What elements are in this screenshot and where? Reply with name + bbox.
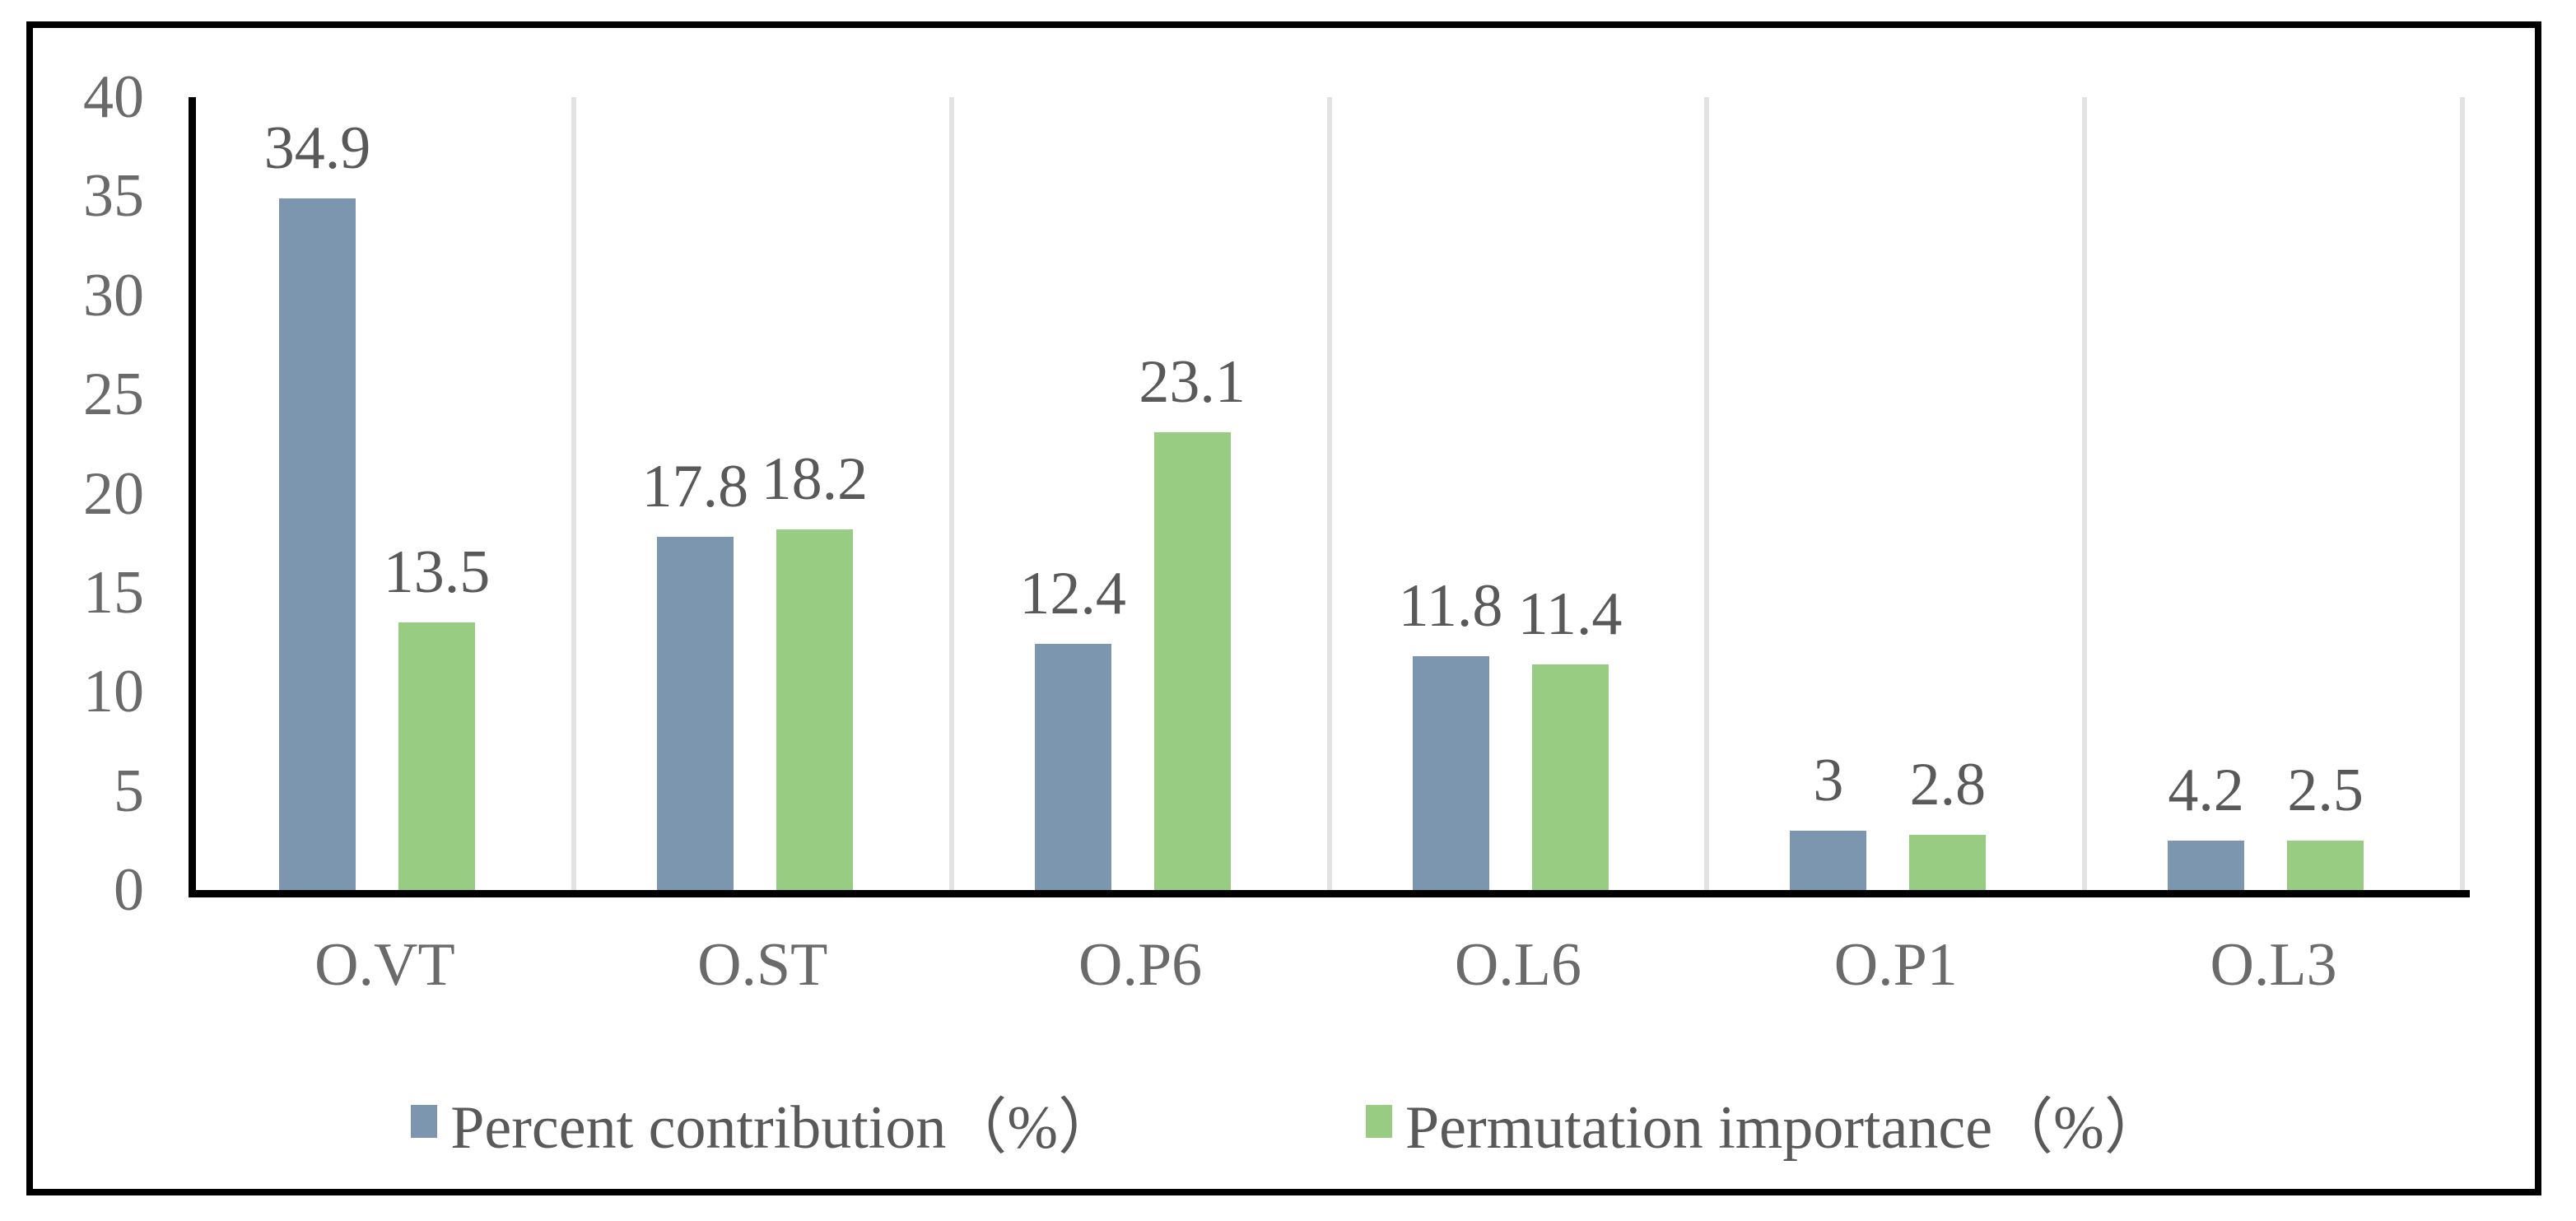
bar-label-permutation-importance-o-p6: 23.1	[1139, 347, 1246, 416]
chart-frame	[26, 21, 2541, 1195]
bar-label-percent-contribution-o-l3: 4.2	[2168, 756, 2244, 824]
bar-label-percent-contribution-o-l6: 11.8	[1398, 571, 1503, 640]
bar-permutation-importance-o-vt	[398, 622, 475, 890]
gridline-3	[1326, 97, 1332, 890]
gridline-1	[571, 97, 576, 890]
bar-label-permutation-importance-o-st: 18.2	[761, 445, 869, 513]
legend-item-percent-contribution: Percent contribution（%）	[411, 1078, 1119, 1166]
legend-label-percent-contribution: Percent contribution（%）	[450, 1093, 1120, 1162]
gridline-4	[1704, 97, 1710, 890]
bar-percent-contribution-o-st	[656, 537, 734, 890]
y-tick-40: 40	[83, 63, 144, 131]
y-tick-25: 25	[83, 361, 144, 429]
bar-label-percent-contribution-o-vt: 34.9	[263, 114, 371, 182]
y-axis-line	[189, 97, 196, 897]
category-label-o-l6: O.L6	[1454, 931, 1581, 999]
bar-label-percent-contribution-o-st: 17.8	[641, 453, 749, 521]
y-tick-20: 20	[83, 459, 144, 528]
y-tick-0: 0	[114, 856, 144, 924]
category-label-o-st: O.ST	[697, 931, 828, 999]
bar-percent-contribution-o-l6	[1412, 655, 1489, 890]
bar-label-permutation-importance-o-p1: 2.8	[1909, 750, 1987, 818]
bar-percent-contribution-o-vt	[279, 198, 356, 890]
legend-label-permutation-importance: Permutation importance（%）	[1405, 1093, 2165, 1162]
y-tick-35: 35	[83, 162, 144, 231]
y-tick-10: 10	[83, 658, 144, 726]
bar-label-percent-contribution-o-p1: 3	[1813, 746, 1844, 814]
legend-marker-permutation-importance	[1366, 1105, 1393, 1138]
bar-label-permutation-importance-o-l3: 2.5	[2287, 756, 2364, 824]
bar-percent-contribution-o-p6	[1034, 644, 1111, 890]
bar-label-permutation-importance-o-vt: 13.5	[383, 538, 491, 606]
legend-marker-percent-contribution	[411, 1105, 438, 1138]
category-label-o-p6: O.P6	[1078, 931, 1203, 999]
category-label-o-vt: O.VT	[314, 931, 455, 999]
bar-percent-contribution-o-l3	[2168, 840, 2245, 890]
gridline-5	[2082, 97, 2088, 890]
bar-percent-contribution-o-p1	[1790, 830, 1867, 890]
bar-permutation-importance-o-st	[776, 529, 853, 890]
x-axis-line	[189, 890, 2470, 897]
bar-label-permutation-importance-o-l6: 11.4	[1517, 580, 1623, 648]
gridline-2	[948, 97, 954, 890]
category-label-o-p1: O.P1	[1833, 931, 1958, 999]
bar-label-percent-contribution-o-p6: 12.4	[1019, 560, 1126, 628]
bar-permutation-importance-o-p1	[1909, 834, 1987, 890]
legend: Percent contribution（%） Permutation impo…	[0, 1084, 2576, 1162]
bar-permutation-importance-o-l6	[1531, 664, 1609, 890]
category-label-o-l3: O.L3	[2210, 931, 2337, 999]
y-tick-5: 5	[114, 757, 144, 825]
y-tick-30: 30	[83, 261, 144, 329]
gridline-6	[2460, 97, 2465, 890]
legend-item-permutation-importance: Permutation importance（%）	[1366, 1078, 2165, 1166]
bar-permutation-importance-o-p6	[1153, 431, 1231, 890]
bar-permutation-importance-o-l3	[2287, 840, 2364, 890]
y-tick-15: 15	[83, 558, 144, 627]
